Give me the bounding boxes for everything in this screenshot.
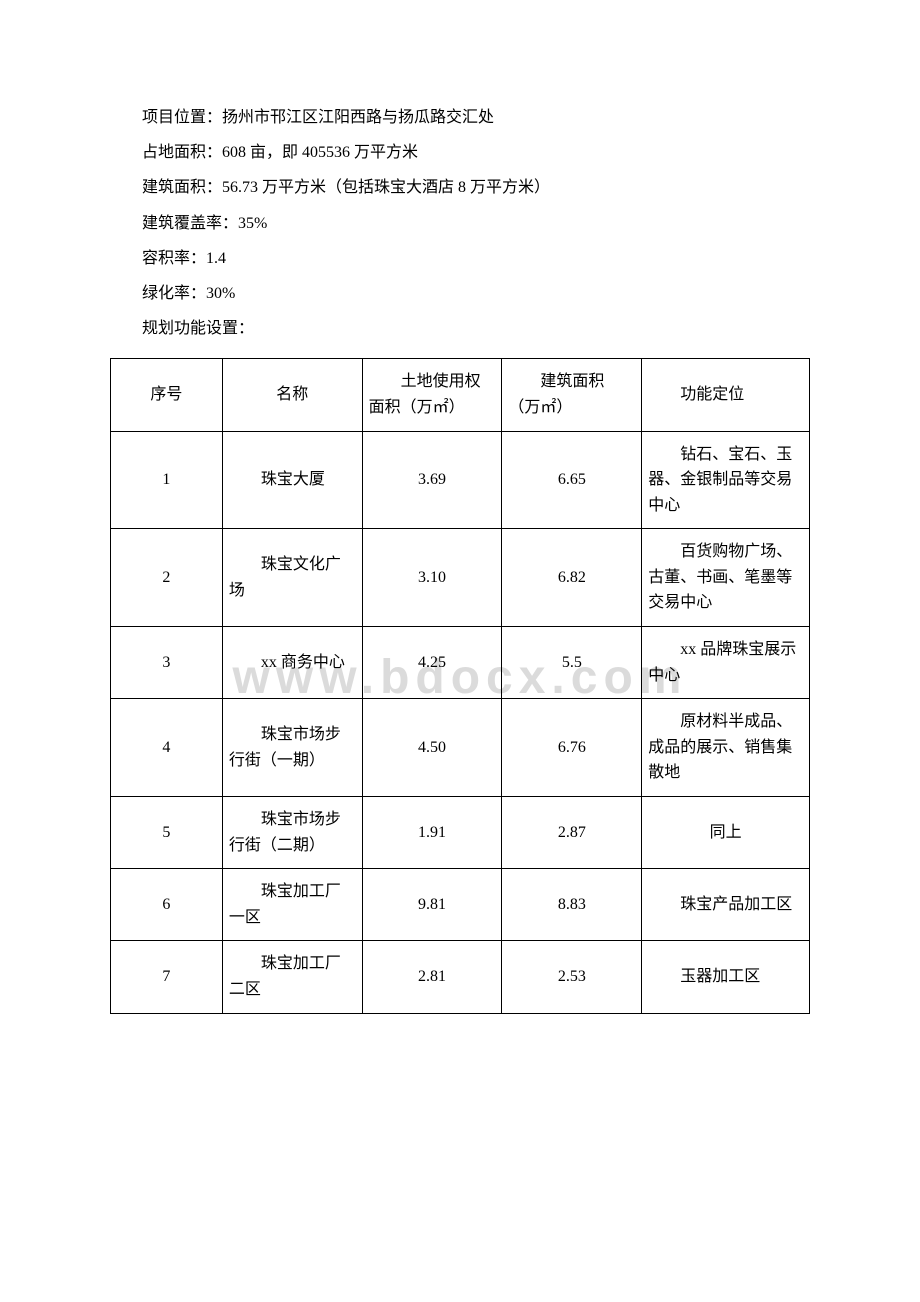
- paragraph-land-area: 占地面积：608 亩，即 405536 万平方米: [110, 135, 810, 170]
- cell-func: 同上: [642, 797, 810, 869]
- cell-build: 2.53: [502, 941, 642, 1013]
- cell-land: 1.91: [362, 797, 502, 869]
- col-name: 名称: [222, 359, 362, 431]
- cell-name: 珠宝市场步行街（一期）: [222, 699, 362, 797]
- cell-func: 原材料半成品、成品的展示、销售集散地: [642, 699, 810, 797]
- cell-name: 珠宝文化广场: [222, 529, 362, 627]
- cell-seq: 1: [111, 431, 223, 529]
- cell-land: 3.10: [362, 529, 502, 627]
- cell-land: 4.25: [362, 627, 502, 699]
- cell-land: 9.81: [362, 869, 502, 941]
- paragraph-plot-ratio: 容积率：1.4: [110, 241, 810, 276]
- cell-func: 钻石、宝石、玉器、金银制品等交易中心: [642, 431, 810, 529]
- table-row: 7 珠宝加工厂二区 2.81 2.53 玉器加工区: [111, 941, 810, 1013]
- cell-build: 6.65: [502, 431, 642, 529]
- cell-name: xx 商务中心: [222, 627, 362, 699]
- cell-land: 3.69: [362, 431, 502, 529]
- table-row: 2 珠宝文化广场 3.10 6.82 百货购物广场、古董、书画、笔墨等交易中心: [111, 529, 810, 627]
- cell-build: 8.83: [502, 869, 642, 941]
- col-func: 功能定位: [642, 359, 810, 431]
- cell-build: 6.82: [502, 529, 642, 627]
- cell-build: 5.5: [502, 627, 642, 699]
- cell-seq: 3: [111, 627, 223, 699]
- cell-seq: 6: [111, 869, 223, 941]
- col-build: 建筑面积（万㎡）: [502, 359, 642, 431]
- table-row: 5 珠宝市场步行街（二期） 1.91 2.87 同上: [111, 797, 810, 869]
- cell-seq: 2: [111, 529, 223, 627]
- paragraph-building-area: 建筑面积：56.73 万平方米（包括珠宝大酒店 8 万平方米）: [110, 170, 810, 205]
- cell-name: 珠宝加工厂一区: [222, 869, 362, 941]
- table-row: 1 珠宝大厦 3.69 6.65 钻石、宝石、玉器、金银制品等交易中心: [111, 431, 810, 529]
- cell-land: 2.81: [362, 941, 502, 1013]
- col-land: 土地使用权面积（万㎡）: [362, 359, 502, 431]
- cell-func: xx 品牌珠宝展示中心: [642, 627, 810, 699]
- cell-func: 玉器加工区: [642, 941, 810, 1013]
- cell-name: 珠宝大厦: [222, 431, 362, 529]
- cell-land: 4.50: [362, 699, 502, 797]
- table-row: 4 珠宝市场步行街（一期） 4.50 6.76 原材料半成品、成品的展示、销售集…: [111, 699, 810, 797]
- cell-name: 珠宝加工厂二区: [222, 941, 362, 1013]
- cell-build: 2.87: [502, 797, 642, 869]
- plan-table: 序号 名称 土地使用权面积（万㎡） 建筑面积（万㎡） 功能定位 1 珠宝大厦 3…: [110, 358, 810, 1013]
- cell-name: 珠宝市场步行街（二期）: [222, 797, 362, 869]
- cell-build: 6.76: [502, 699, 642, 797]
- paragraph-plan-title: 规划功能设置：: [110, 311, 810, 346]
- table-row: 6 珠宝加工厂一区 9.81 8.83 珠宝产品加工区: [111, 869, 810, 941]
- cell-seq: 4: [111, 699, 223, 797]
- col-seq: 序号: [111, 359, 223, 431]
- table-header-row: 序号 名称 土地使用权面积（万㎡） 建筑面积（万㎡） 功能定位: [111, 359, 810, 431]
- cell-func: 珠宝产品加工区: [642, 869, 810, 941]
- paragraph-coverage: 建筑覆盖率：35%: [110, 206, 810, 241]
- cell-func: 百货购物广场、古董、书画、笔墨等交易中心: [642, 529, 810, 627]
- paragraph-greening: 绿化率：30%: [110, 276, 810, 311]
- table-row: 3 xx 商务中心 4.25 5.5 xx 品牌珠宝展示中心: [111, 627, 810, 699]
- cell-seq: 5: [111, 797, 223, 869]
- paragraph-location: 项目位置：扬州市邗江区江阳西路与扬瓜路交汇处: [110, 100, 810, 135]
- cell-seq: 7: [111, 941, 223, 1013]
